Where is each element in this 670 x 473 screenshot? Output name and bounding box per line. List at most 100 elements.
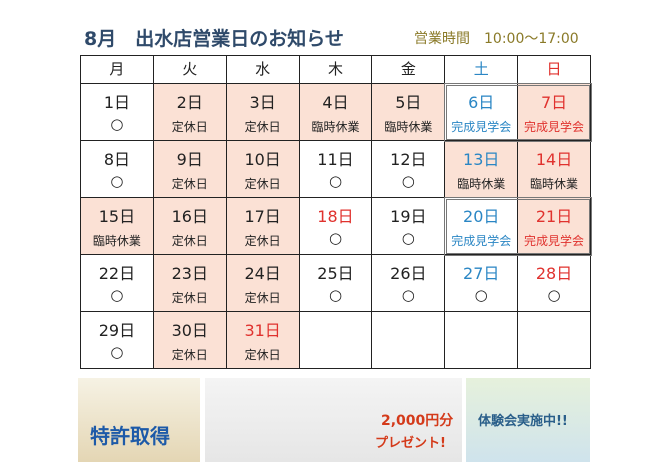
day-number: 3日 (249, 93, 276, 112)
day-note: 臨時休業 (311, 120, 360, 134)
day-note: 定休日 (244, 234, 281, 248)
day-number: 9日 (176, 150, 203, 169)
day-note: ○ (328, 286, 343, 304)
day-note: 定休日 (171, 348, 208, 362)
day-number: 4日 (322, 93, 349, 112)
day-note: 定休日 (244, 348, 281, 362)
day-cell: 7日 完成見学会 (518, 84, 591, 141)
day-note: 定休日 (244, 120, 281, 134)
day-note: 完成見学会 (524, 234, 585, 248)
day-note: ○ (110, 286, 124, 304)
day-number: 26日 (390, 264, 427, 283)
day-number: 7日 (540, 93, 568, 112)
day-number: 31日 (244, 321, 281, 340)
day-note: 定休日 (244, 291, 281, 305)
day-cell: 29日 ○ (81, 312, 154, 369)
day-cell: 16日 定休日 (153, 198, 227, 255)
day-cell (518, 312, 591, 369)
weekday-header: 月 (81, 56, 154, 84)
day-cell: 18日 ○ (299, 198, 373, 255)
day-note: 臨時休業 (92, 234, 141, 248)
day-cell: 3日定休日 (226, 84, 300, 141)
day-cell: 17日 定休日 (226, 198, 300, 255)
day-note: 臨時休業 (384, 120, 433, 134)
day-cell: 24日定休日 (226, 255, 300, 312)
day-cell: 31日定休日 (226, 312, 300, 369)
day-note: 定休日 (171, 177, 208, 191)
day-number: 19日 (390, 207, 427, 226)
day-number: 24日 (244, 264, 281, 283)
day-cell: 27日 ○ (445, 255, 519, 312)
day-number: 15日 (98, 207, 136, 226)
day-number: 22日 (98, 264, 136, 283)
day-cell: 5日臨時休業 (372, 84, 446, 141)
weekday-header: 木 (299, 56, 373, 84)
day-cell: 2日 定休日 (153, 84, 227, 141)
day-cell: 28日 ○ (518, 255, 591, 312)
day-number: 28日 (535, 264, 573, 283)
day-number: 1日 (103, 93, 131, 112)
day-number: 6日 (468, 93, 495, 112)
day-cell: 20日完成見学会 (445, 198, 519, 255)
day-note: 完成見学会 (451, 234, 512, 248)
day-number: 21日 (535, 207, 573, 226)
banner-text: プレゼント! (375, 436, 446, 451)
weekday-header: 土 (445, 56, 519, 84)
banner: 2,000円分プレゼント! (205, 378, 462, 462)
day-note: ○ (474, 286, 488, 304)
banner: 体験会実施中!! (466, 378, 590, 462)
day-number: 11日 (317, 150, 354, 169)
day-number: 5日 (395, 93, 422, 112)
day-number: 18日 (317, 207, 354, 226)
hours: 営業時間 10:00～17:00 (414, 31, 579, 47)
banner-text: 体験会実施中!! (478, 414, 568, 429)
day-number: 10日 (244, 150, 281, 169)
day-cell: 30日 定休日 (153, 312, 227, 369)
day-note: ○ (110, 343, 124, 361)
day-note: ○ (328, 229, 343, 247)
day-cell: 23日定休日 (153, 255, 227, 312)
weekday-header: 水 (226, 56, 300, 84)
day-note: ○ (401, 286, 415, 304)
day-cell: 15日臨時休業 (81, 198, 154, 255)
banner: 特許取得 (78, 378, 200, 462)
weekday-header: 金 (372, 56, 446, 84)
day-cell: 19日 ○ (372, 198, 446, 255)
day-note: ○ (110, 172, 124, 190)
day-cell: 14日臨時休業 (518, 141, 591, 198)
day-note: 完成見学会 (451, 120, 512, 134)
banner-text: 2,000円分 (381, 413, 454, 429)
title: 8月 出水店営業日のお知らせ (84, 28, 344, 50)
day-number: 8日 (103, 150, 131, 169)
banner-text: 特許取得 (90, 424, 170, 448)
day-number: 14日 (535, 150, 573, 169)
day-number: 29日 (98, 321, 136, 340)
day-cell: 13日臨時休業 (445, 141, 519, 198)
day-cell (445, 312, 519, 369)
day-number: 27日 (463, 264, 500, 283)
day-number: 20日 (463, 207, 500, 226)
day-cell (372, 312, 446, 369)
day-cell: 22日 ○ (81, 255, 154, 312)
day-cell: 11日 ○ (299, 141, 373, 198)
day-number: 23日 (171, 264, 208, 283)
day-note: ○ (401, 229, 415, 247)
day-note: 定休日 (171, 291, 208, 305)
day-cell: 25日 ○ (299, 255, 373, 312)
day-cell: 12日 ○ (372, 141, 446, 198)
day-cell: 8日 ○ (81, 141, 154, 198)
day-note: ○ (547, 286, 561, 304)
calendar: 月火水木金土日 1日 ○ 2日 定休日 3日 定休日 4日 臨時休業 5日 臨時休業 6日 完成見学会 7… (80, 55, 592, 369)
day-cell: 6日完成見学会 (445, 84, 519, 141)
day-number: 25日 (317, 264, 354, 283)
day-cell: 1日 ○ (81, 84, 154, 141)
day-note: 臨時休業 (457, 177, 506, 191)
weekday-header: 日 (518, 56, 591, 84)
weekday-header: 火 (153, 56, 227, 84)
day-number: 13日 (463, 150, 500, 169)
day-note: 臨時休業 (530, 177, 579, 191)
day-note: ○ (328, 172, 343, 190)
day-note: 定休日 (171, 120, 208, 134)
day-cell: 9日定休日 (153, 141, 227, 198)
